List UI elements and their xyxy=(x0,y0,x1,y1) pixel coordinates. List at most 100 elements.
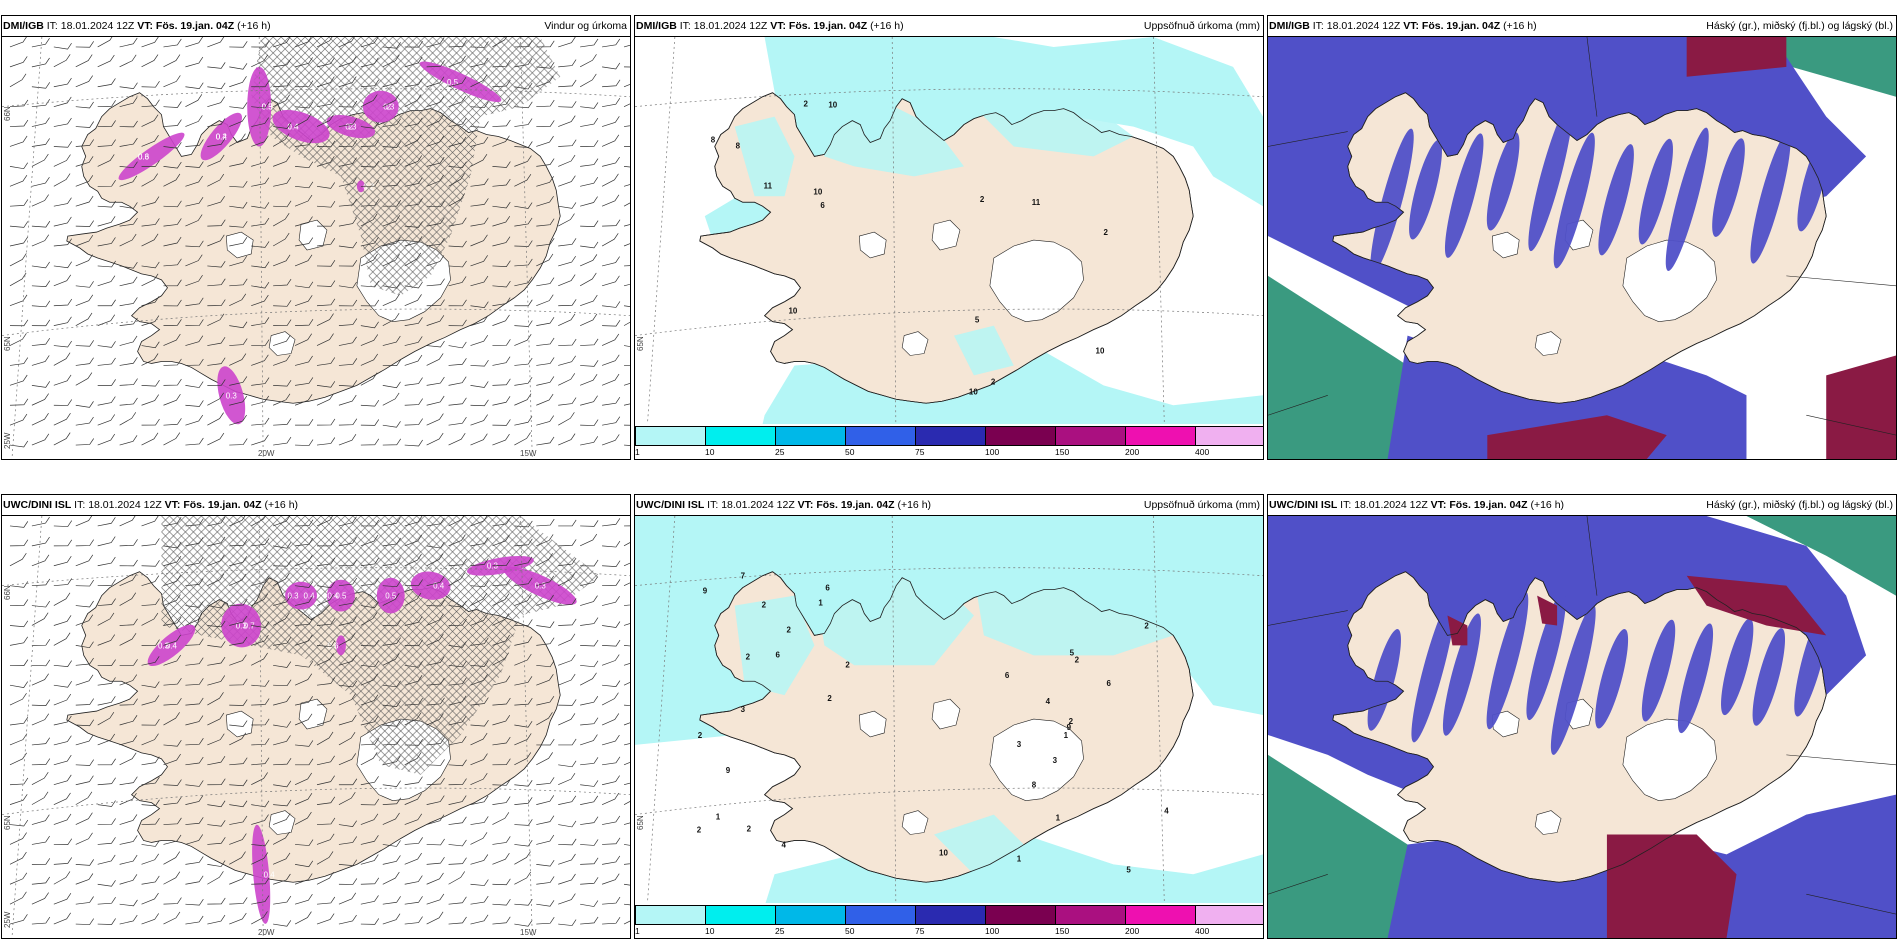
glacier-outline xyxy=(298,219,328,251)
precip-value-label: 0.5 xyxy=(447,78,459,87)
precip-value-label: 9 xyxy=(726,766,731,775)
glacier-outline xyxy=(1534,810,1562,835)
init-time: 18.01.2024 12Z xyxy=(1354,499,1428,511)
precip-value-label: 8 xyxy=(711,136,716,145)
precip-value-label: 1 xyxy=(716,813,721,822)
precip-value-label: 0.3 xyxy=(345,123,357,132)
precip-area xyxy=(734,116,795,197)
panel-header: DMI/IGB IT: 18.01.2024 12Z VT: Fös. 19.j… xyxy=(635,16,1263,37)
mid-cloud-band xyxy=(1486,132,1520,231)
glacier-outline xyxy=(931,219,961,251)
glacier-outline xyxy=(931,698,961,730)
mid-cloud-band xyxy=(1752,628,1786,726)
low-cloud-area xyxy=(1447,615,1468,646)
mid-cloud-band xyxy=(1712,138,1745,237)
precip-value-label: 2 xyxy=(1075,655,1080,664)
map-svg xyxy=(1268,37,1896,459)
low-cloud-area xyxy=(1606,834,1737,938)
valid-time: VT: Fös. 19.jan. 04Z xyxy=(770,20,868,32)
mid-cloud-band xyxy=(1486,591,1529,730)
model-name: UWC/DINI ISL xyxy=(3,499,72,511)
colorbar-tick: 200 xyxy=(1125,926,1140,936)
precip-value-label: 2 xyxy=(803,100,808,109)
precip-blob xyxy=(335,635,346,656)
precip-value-label: 0.4 xyxy=(216,133,228,142)
map-canvas[interactable] xyxy=(1268,37,1896,459)
coastline xyxy=(699,92,1194,404)
colorbar-swatch xyxy=(1195,426,1263,446)
map-panel-wind-1: DMI/IGB IT: 18.01.2024 12Z VT: Fös. 19.j… xyxy=(1,15,631,460)
panel-run-info: DMI/IGB IT: 18.01.2024 12Z VT: Fös. 19.j… xyxy=(1269,16,1537,36)
low-cloud-area xyxy=(1686,575,1827,636)
mid-cloud-band xyxy=(1409,139,1442,240)
panel-header: DMI/IGB IT: 18.01.2024 12Z VT: Fös. 19.j… xyxy=(1268,16,1896,37)
precip-value-label: 2 xyxy=(1104,228,1109,237)
glacier-outline xyxy=(1622,718,1717,801)
admin-lines xyxy=(1268,37,1896,436)
precip-value-label: 10 xyxy=(939,848,948,857)
colorbar-tick: 10 xyxy=(705,926,715,936)
colorbar-swatch xyxy=(985,426,1056,446)
panel-header: UWC/DINI ISL IT: 18.01.2024 12Z VT: Fös.… xyxy=(635,495,1263,516)
longitude-label: 20W xyxy=(258,928,275,937)
longitude-label: 25W xyxy=(3,432,12,449)
map-canvas[interactable]: 10 5 6 8 10 10 10 8 10 11 11 2 2 2 2 xyxy=(635,37,1263,459)
precip-value-label: 0.3 xyxy=(535,582,547,591)
coastline xyxy=(1332,571,1827,883)
colorbar-swatch xyxy=(705,426,776,446)
colorbar-tick: 25 xyxy=(775,447,785,457)
map-canvas[interactable]: 0.3 0.3 0.4 0.4 0.5 0.4 0.3 0.3 0.4 0.6 0.4 0.7 0.3 0… xyxy=(2,516,630,938)
map-panel-cloud-1: DMI/IGB IT: 18.01.2024 12Z VT: Fös. 19.j… xyxy=(1267,15,1897,460)
mid-cloud-band xyxy=(1797,132,1831,232)
precip-value-label: 11 xyxy=(764,181,773,190)
precip-value-label: 2 xyxy=(387,103,392,112)
colorbar-swatch xyxy=(635,426,706,446)
map-panel-cloud-2: UWC/DINI ISL IT: 18.01.2024 12Z VT: Fös.… xyxy=(1267,494,1897,939)
colorbar-tick: 75 xyxy=(915,926,925,936)
lead-time: (+16 h) xyxy=(897,499,932,511)
precip-blob xyxy=(326,115,376,139)
field-title: Uppsöfnuð úrkoma (mm) xyxy=(1143,20,1260,32)
map-svg: 0.30.30.4 0.4 0.50.40.30.30.40.60.40.70.3 0… xyxy=(2,516,630,938)
latitude-label: 66N xyxy=(3,585,12,600)
precip-value-label: 2 xyxy=(697,826,702,835)
field-title: Háský (gr.), miðský (fj.bl.) og lágský (… xyxy=(1706,499,1893,511)
map-canvas[interactable]: 2 3 2 5 4 3 8 2 9 6 5 2 2 9 6 6 2 2 3 10 4 2 1 1 1 9 2 2 1 6 7 4 2 1 xyxy=(635,516,1263,938)
precip-value-label: 6 xyxy=(820,201,825,210)
wind-barbs xyxy=(9,516,630,927)
mid-cloud-band xyxy=(1665,127,1709,271)
latitude-label: 65N xyxy=(636,336,645,351)
latitude-label: 65N xyxy=(636,815,645,830)
precip-area xyxy=(973,575,1174,656)
precip-blob xyxy=(326,579,355,612)
precip-value-label: 0.2 xyxy=(363,182,375,191)
colorbar-swatch xyxy=(705,905,776,925)
glacier-outline xyxy=(901,810,929,835)
low-cloud-area xyxy=(1537,595,1558,626)
map-canvas[interactable] xyxy=(1268,516,1896,938)
colorbar-swatch xyxy=(1195,905,1263,925)
mid-cloud-band xyxy=(1370,128,1414,274)
precip-value-label: 0.7 xyxy=(244,621,256,630)
colorbar-swatch xyxy=(1055,905,1126,925)
init-time: 18.01.2024 12Z xyxy=(693,20,768,32)
init-label: IT: xyxy=(74,499,86,511)
colorbar-tick: 75 xyxy=(915,447,925,457)
colorbar-tick: 400 xyxy=(1195,926,1210,936)
mid-cloud-band xyxy=(1367,629,1401,731)
precip-value-label: 3 xyxy=(1017,740,1022,749)
mid-cloud-band xyxy=(1641,619,1676,722)
precip-value-label: 10 xyxy=(1096,347,1105,356)
model-name: DMI/IGB xyxy=(636,20,677,32)
colorbar-tick: 1 xyxy=(635,926,640,936)
mid-cloud-band xyxy=(1721,618,1754,716)
precip-value-label: 3 xyxy=(741,705,746,714)
map-canvas[interactable]: 0.3 0.2 0.5 0.4 0.3 0.3 0.5 0.3 0.2 0.6 0.4 0.3 0.4 2… xyxy=(2,37,630,459)
glacier-outline xyxy=(858,231,887,259)
precip-value-label: 2 xyxy=(762,601,767,610)
latitude-label: 65N xyxy=(3,815,12,830)
glacier-outline xyxy=(225,710,254,738)
field-title: Vindur og úrkoma xyxy=(544,20,627,32)
colorbar-swatch xyxy=(775,905,846,925)
